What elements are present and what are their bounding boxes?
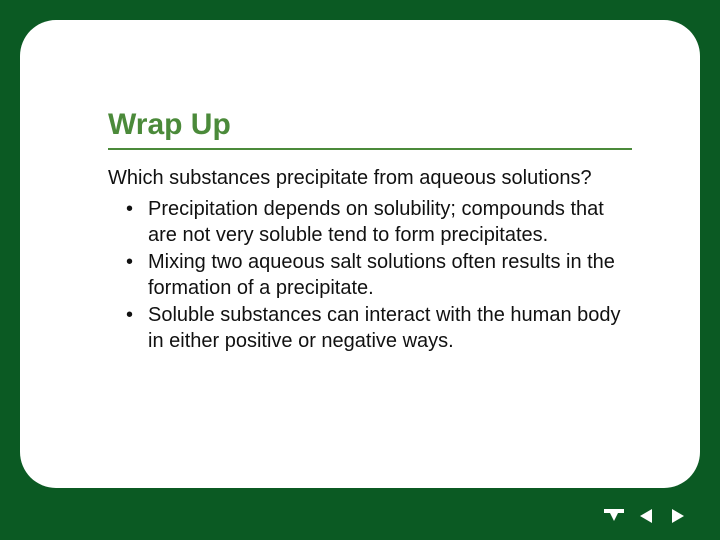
list-item: Mixing two aqueous salt solutions often … — [126, 250, 632, 301]
list-item: Precipitation depends on solubility; com… — [126, 197, 632, 248]
list-item: Soluble substances can interact with the… — [126, 303, 632, 354]
title-rule — [108, 148, 632, 150]
return-icon — [604, 509, 624, 523]
next-button[interactable] — [668, 506, 688, 526]
slide-title: Wrap Up — [108, 108, 632, 142]
triangle-left-icon — [638, 508, 654, 524]
triangle-right-icon — [670, 508, 686, 524]
slide-card: Wrap Up Which substances precipitate fro… — [20, 20, 700, 488]
return-button[interactable] — [604, 506, 624, 526]
slide-question: Which substances precipitate from aqueou… — [108, 166, 628, 191]
prev-button[interactable] — [636, 506, 656, 526]
bullet-list: Precipitation depends on solubility; com… — [108, 197, 632, 355]
nav-controls — [604, 506, 688, 526]
